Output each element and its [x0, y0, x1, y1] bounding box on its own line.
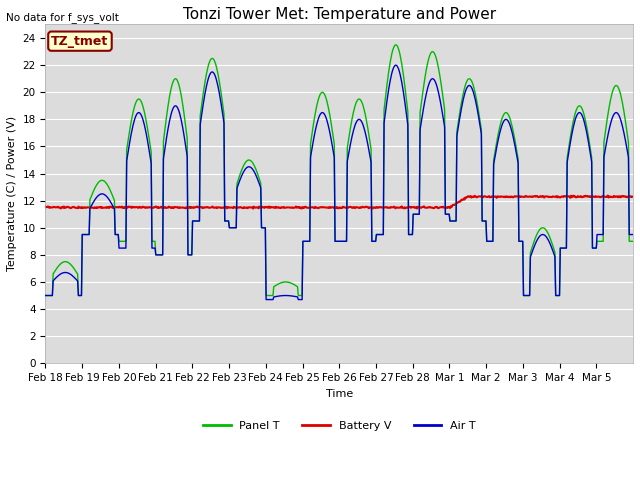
Y-axis label: Temperature (C) / Power (V): Temperature (C) / Power (V) — [7, 116, 17, 272]
Text: No data for f_sys_volt: No data for f_sys_volt — [6, 12, 119, 23]
Text: TZ_tmet: TZ_tmet — [51, 35, 109, 48]
X-axis label: Time: Time — [326, 388, 353, 398]
Title: Tonzi Tower Met: Temperature and Power: Tonzi Tower Met: Temperature and Power — [182, 7, 496, 22]
Legend: Panel T, Battery V, Air T: Panel T, Battery V, Air T — [198, 416, 480, 435]
